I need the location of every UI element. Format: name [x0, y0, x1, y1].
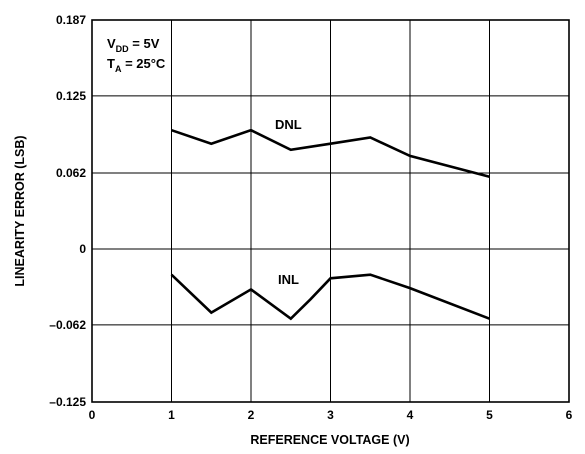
plot-frame	[91, 19, 570, 403]
x-tick-label: 0	[89, 408, 96, 422]
x-tick-label: 3	[327, 408, 334, 422]
x-tick-label: 1	[168, 408, 175, 422]
vdd-annotation: VDD = 5V	[107, 36, 160, 54]
ta-annotation: TA = 25°C	[107, 56, 166, 74]
x-tick-label: 6	[566, 408, 573, 422]
x-tick-label: 5	[486, 408, 493, 422]
y-tick-label: –0.125	[49, 395, 86, 409]
dnl-series-label: DNL	[275, 117, 302, 132]
dnl-line	[171, 128, 490, 178]
tick-labels: 0 1 2 3 4 5 6 –0.125 –0.062 0 0.062 0.125 0.187	[49, 13, 572, 422]
series-layer	[170, 128, 490, 321]
inl-series-label: INL	[278, 272, 299, 287]
y-axis-title: LINEARITY ERROR (LSB)	[13, 135, 27, 286]
x-axis-title: REFERENCE VOLTAGE (V)	[250, 433, 409, 447]
x-tick-label: 4	[407, 408, 414, 422]
grid	[92, 20, 569, 402]
y-tick-label: –0.062	[49, 318, 86, 332]
x-tick-label: 2	[248, 408, 255, 422]
inl-line	[170, 273, 490, 321]
y-tick-label: 0.062	[56, 166, 86, 180]
y-tick-label: 0.187	[56, 13, 86, 27]
y-tick-label: 0	[79, 242, 86, 256]
y-tick-label: 0.125	[56, 89, 86, 103]
